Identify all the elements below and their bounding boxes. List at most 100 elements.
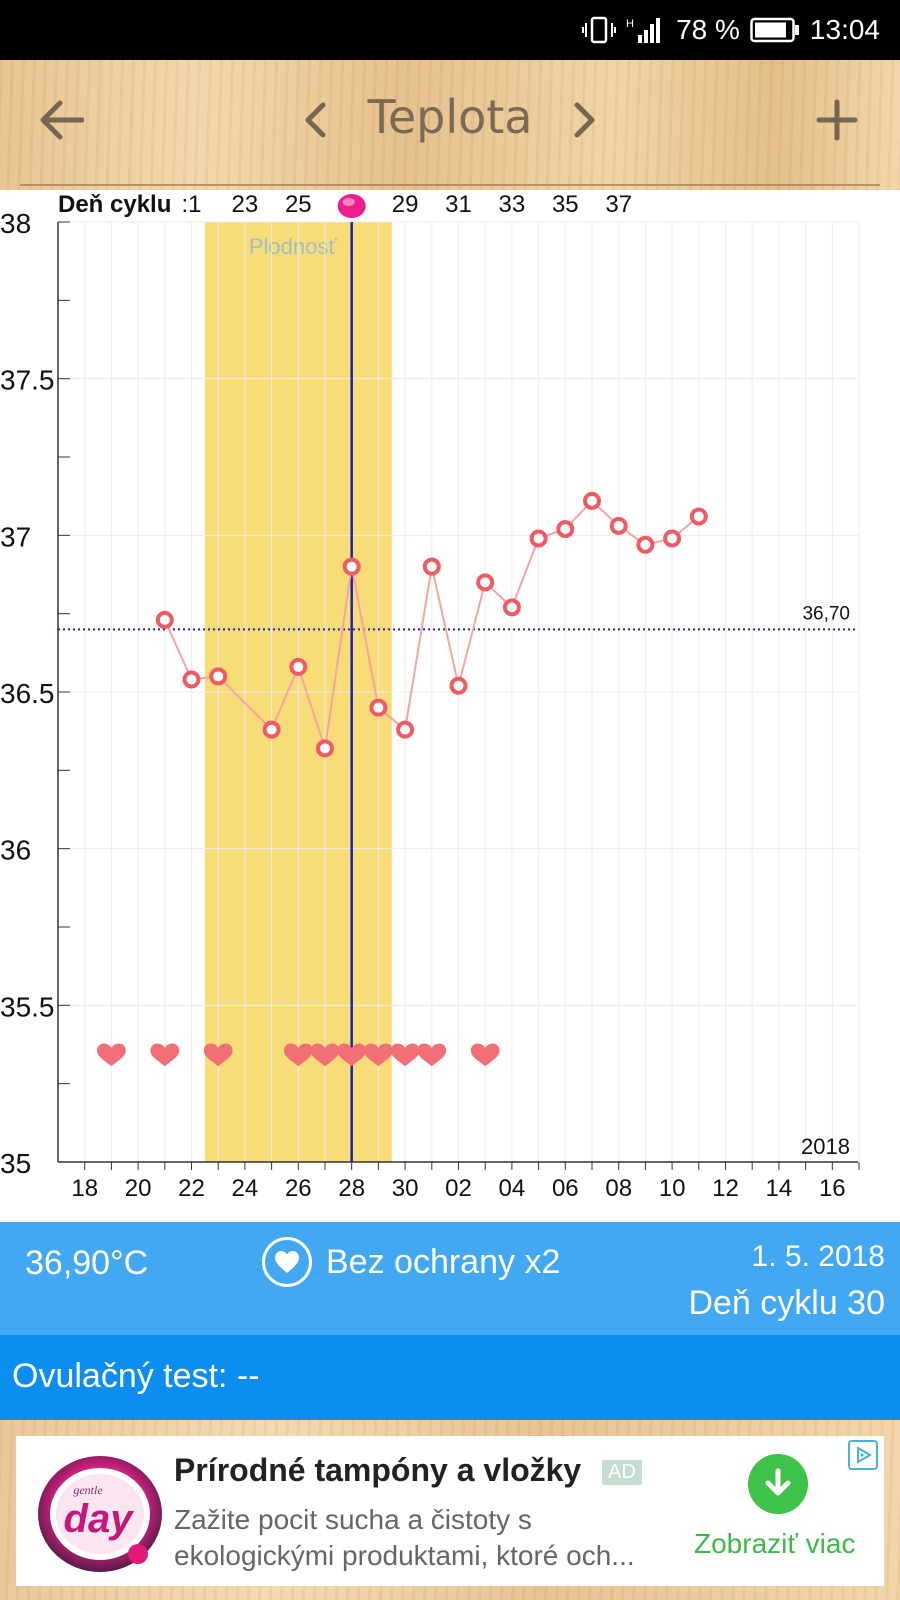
page-title: Teplota: [367, 90, 533, 144]
add-button[interactable]: [802, 82, 872, 162]
ad-card[interactable]: gentle day Prírodné tampóny a vložky AD …: [16, 1436, 884, 1586]
x-tick-label: 14: [766, 1175, 793, 1202]
cycle-day-tick-label: 35: [552, 191, 579, 218]
x-tick-label: 10: [659, 1175, 686, 1202]
x-tick-label: 08: [605, 1175, 632, 1202]
intercourse-heart-icon: [390, 1043, 420, 1067]
battery-percent: 78 %: [676, 14, 740, 45]
cycle-day-tick-label: 29: [392, 191, 419, 218]
selected-cycle-day: Deň cyklu 30: [688, 1284, 885, 1322]
ovulation-test-panel[interactable]: Ovulačný test: --: [0, 1335, 900, 1420]
temperature-point: [689, 507, 708, 526]
temperature-point: [422, 557, 441, 576]
temperature-point: [663, 529, 682, 548]
back-button[interactable]: [26, 82, 96, 162]
x-tick-label: 04: [499, 1175, 526, 1202]
cycle-day-tick-label: 23: [232, 191, 259, 218]
previous-cycle-button[interactable]: [280, 82, 350, 162]
cycle-day-tick-label: 31: [445, 191, 472, 218]
cycle-day-tick-label: 37: [605, 191, 632, 218]
cycle-day-tick-label: :1: [181, 191, 201, 218]
network-type: H: [626, 18, 634, 30]
intercourse-heart-icon: [364, 1043, 393, 1067]
cycle-axis-label-bg: [58, 190, 180, 220]
toolbar-divider: [20, 184, 880, 186]
temperature-point: [182, 670, 201, 689]
temperature-point: [529, 529, 548, 548]
temperature-point: [502, 598, 521, 617]
cycle-day-tick-label: 33: [499, 191, 526, 218]
intercourse-info: Bez ochrany x2: [262, 1237, 560, 1287]
temperature-point: [476, 573, 495, 592]
signal-icon: H: [626, 15, 666, 45]
intercourse-heart-icon: [310, 1043, 340, 1067]
intercourse-heart-icon: [150, 1043, 180, 1067]
y-tick-label: 37.5: [0, 365, 55, 396]
next-cycle-button[interactable]: [550, 82, 620, 162]
heart-icon: [262, 1237, 312, 1287]
x-tick-label: 12: [712, 1175, 739, 1202]
ad-banner-area: gentle day Prírodné tampóny a vložky AD …: [0, 1420, 900, 1600]
intercourse-heart-icon: [203, 1043, 233, 1067]
clock: 13:04: [809, 14, 880, 45]
logo-subtext: gentle: [73, 1483, 103, 1497]
year-label: 2018: [801, 1134, 850, 1159]
ovulation-test-label: Ovulačný test: --: [12, 1357, 260, 1395]
ad-badge: AD: [602, 1460, 642, 1485]
day-info-panel[interactable]: 36,90°C Bez ochrany x2 1. 5. 2018 Deň cy…: [0, 1222, 900, 1335]
adchoices-icon[interactable]: [848, 1440, 878, 1470]
x-tick-label: 20: [125, 1175, 152, 1202]
temperature-point: [636, 535, 655, 554]
y-tick-label: 36.5: [0, 678, 55, 709]
status-bar: H 78 % 13:04: [0, 0, 900, 60]
cycle-day-tick-label: 25: [285, 191, 312, 218]
ad-title: Prírodné tampóny a vložky: [174, 1452, 582, 1488]
intercourse-heart-icon: [470, 1043, 500, 1067]
temperature-point: [396, 720, 415, 739]
fertile-window-label: Plodnosť: [249, 234, 338, 259]
download-arrow-icon[interactable]: [748, 1454, 808, 1514]
ad-cta-link[interactable]: Zobraziť viac: [694, 1528, 856, 1559]
cycle-axis-label: Deň cyklu: [58, 191, 171, 218]
y-tick-label: 38: [0, 208, 31, 239]
chevron-right-icon: [573, 102, 597, 142]
selected-temperature: 36,90°C: [25, 1244, 149, 1282]
x-tick-label: 16: [819, 1175, 846, 1202]
y-tick-label: 35: [0, 1148, 31, 1179]
intercourse-heart-icon: [283, 1043, 313, 1067]
intercourse-heart-icon: [337, 1043, 367, 1067]
plus-icon: [816, 99, 858, 145]
temperature-point: [209, 667, 228, 686]
x-tick-label: 28: [338, 1175, 365, 1202]
temperature-point: [609, 516, 628, 535]
intercourse-heart-icon: [97, 1043, 126, 1067]
intercourse-label: Bez ochrany x2: [326, 1242, 561, 1281]
x-tick-label: 26: [285, 1175, 312, 1202]
temperature-chart[interactable]: Plodnosť 35 35.5 36 36.5 37 37.5 38 18 20 22 24 26 28…: [0, 190, 900, 1222]
ad-description-line1: Zažite pocit sucha a čistoty s: [174, 1504, 532, 1535]
x-tick-label: 06: [552, 1175, 579, 1202]
ovulation-marker-highlight: [342, 198, 355, 206]
y-tick-label: 35.5: [0, 991, 55, 1022]
arrow-left-icon: [38, 100, 85, 144]
y-tick-label: 36: [0, 835, 31, 866]
temperature-point: [155, 610, 174, 629]
temperature-point: [369, 698, 388, 717]
selected-date: 1. 5. 2018: [751, 1240, 885, 1273]
vibrate-icon: [582, 15, 617, 45]
logo-text: day: [64, 1497, 135, 1541]
gentle-day-logo: gentle day: [32, 1446, 172, 1576]
chart-canvas: Plodnosť 35 35.5 36 36.5 37 37.5 38 18 20 22 24 26 28…: [0, 190, 860, 1202]
x-tick-label: 02: [445, 1175, 472, 1202]
y-tick-label: 37: [0, 521, 31, 552]
temperature-point: [583, 491, 601, 510]
temperature-point: [262, 720, 281, 739]
x-tick-label: 18: [71, 1175, 98, 1202]
temperature-point: [289, 657, 308, 676]
x-tick-label: 22: [178, 1175, 205, 1202]
coverline-label: 36,70: [802, 603, 850, 624]
chevron-left-icon: [303, 102, 327, 142]
temperature-point: [316, 739, 334, 758]
ad-description-line2: ekologickými produktami, ktoré och...: [174, 1540, 635, 1571]
